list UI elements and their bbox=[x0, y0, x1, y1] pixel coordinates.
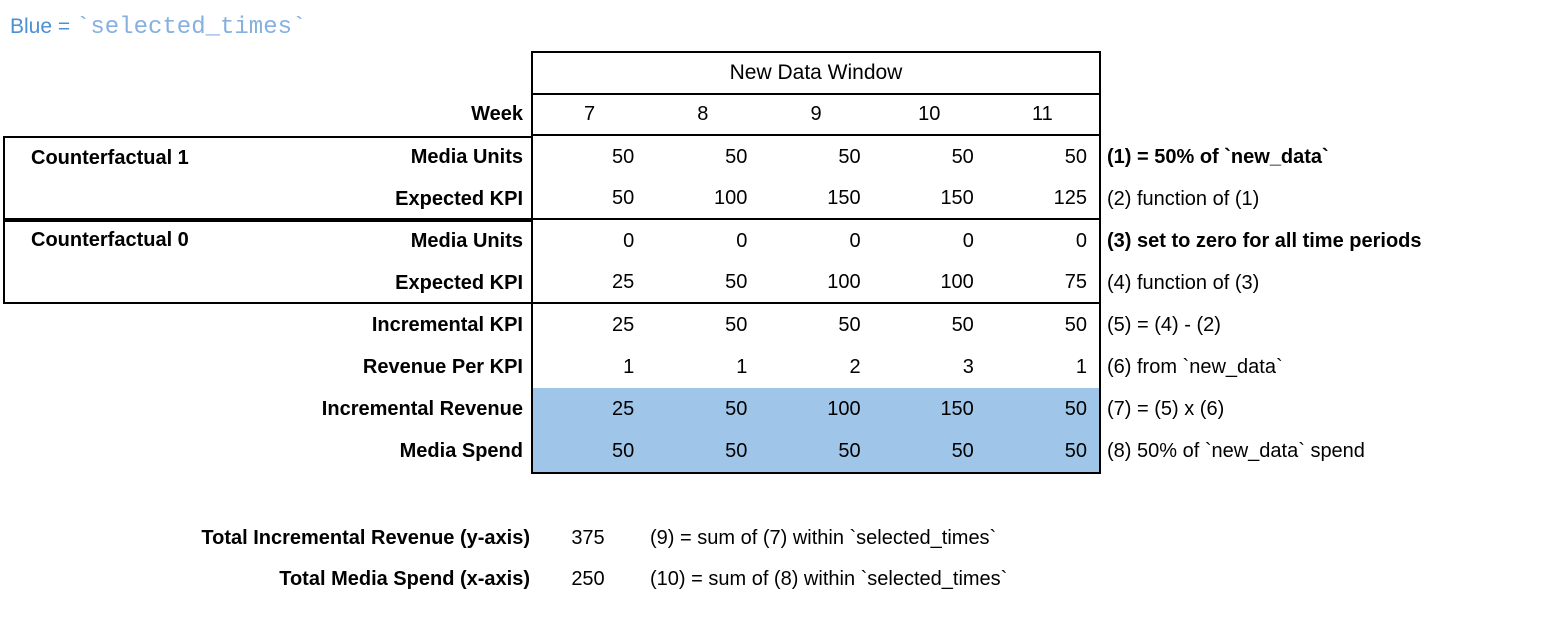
total-note: (9) = sum of (7) within `selected_times` bbox=[650, 527, 997, 549]
row-label-media-units-cf1: Media Units bbox=[410, 145, 523, 168]
week-value: 7 bbox=[584, 103, 596, 125]
total-label: Total Media Spend (x-axis) bbox=[279, 568, 530, 590]
data-cell: 50 bbox=[611, 186, 635, 209]
data-cell: 50 bbox=[1064, 145, 1088, 168]
data-cell: 50 bbox=[838, 145, 861, 168]
data-rows: 50 50 50 50 50 50 100 150 150 125 0 0 0 … bbox=[533, 136, 1099, 472]
data-cell: 0 bbox=[849, 229, 861, 252]
week-row-label: Week bbox=[471, 103, 523, 125]
total-note: (10) = sum of (8) within `selected_times… bbox=[650, 568, 1008, 590]
data-cell: 0 bbox=[736, 229, 748, 252]
data-cell: 125 bbox=[1053, 186, 1088, 209]
data-cell: 75 bbox=[1064, 270, 1088, 293]
table-row-media-units-cf0: 0 0 0 0 0 bbox=[533, 220, 1099, 262]
row-label-expected-kpi-cf1: Expected KPI bbox=[395, 187, 523, 210]
data-cell: 50 bbox=[611, 439, 635, 462]
highlight-legend: Blue = `selected_times` bbox=[10, 14, 306, 41]
data-cell: 0 bbox=[623, 229, 635, 252]
row-label-incremental-kpi: Incremental KPI bbox=[371, 313, 523, 336]
data-cell: 50 bbox=[1064, 439, 1088, 462]
row-label-incremental-revenue: Incremental Revenue bbox=[321, 397, 523, 420]
total-value: 375 bbox=[571, 527, 605, 549]
data-cell: 1 bbox=[1075, 355, 1088, 378]
row-note-8: (8) 50% of `new_data` spend bbox=[1107, 439, 1365, 462]
week-value: 8 bbox=[697, 103, 709, 125]
data-cell: 50 bbox=[951, 145, 974, 168]
table-row-expected-kpi-cf0: 25 50 100 100 75 bbox=[533, 262, 1099, 304]
data-cell: 50 bbox=[725, 145, 748, 168]
data-cell: 50 bbox=[951, 313, 974, 336]
week-value: 11 bbox=[1032, 103, 1053, 125]
table-row-revenue-per-kpi: 1 1 2 3 1 bbox=[533, 346, 1099, 388]
data-cell: 100 bbox=[827, 270, 861, 293]
group-box-counterfactual-0: Counterfactual 0 bbox=[3, 218, 531, 304]
data-cell: 100 bbox=[714, 186, 748, 209]
row-note-3: (3) set to zero for all time periods bbox=[1107, 229, 1422, 252]
data-cell: 25 bbox=[611, 397, 635, 420]
data-cell: 50 bbox=[951, 439, 974, 462]
row-label-expected-kpi-cf0: Expected KPI bbox=[395, 271, 523, 294]
data-cell: 3 bbox=[962, 355, 974, 378]
total-incremental-revenue-row: Total Incremental Revenue (y-axis) 375 (… bbox=[0, 518, 1544, 559]
data-cell: 1 bbox=[736, 355, 748, 378]
legend-label: Blue = bbox=[10, 15, 76, 38]
data-cell: 50 bbox=[725, 439, 748, 462]
group-label: Counterfactual 1 bbox=[31, 147, 189, 169]
row-label-column: Media Units Expected KPI Media Units Exp… bbox=[0, 136, 523, 472]
data-cell: 25 bbox=[611, 270, 635, 293]
table-row-media-spend-highlighted: 50 50 50 50 50 bbox=[533, 430, 1099, 472]
legend-code: `selected_times` bbox=[75, 14, 307, 41]
group-box-counterfactual-1: Counterfactual 1 bbox=[3, 136, 531, 222]
annotation-column: (1) = 50% of `new_data` (2) function of … bbox=[1107, 136, 1422, 472]
data-cell: 1 bbox=[623, 355, 635, 378]
new-data-window-header: New Data Window bbox=[533, 53, 1099, 95]
data-cell: 0 bbox=[1075, 229, 1088, 252]
data-cell: 50 bbox=[611, 145, 635, 168]
data-cell: 50 bbox=[725, 313, 748, 336]
data-cell: 100 bbox=[940, 270, 974, 293]
data-cell: 150 bbox=[827, 186, 861, 209]
data-cell: 50 bbox=[1064, 397, 1088, 420]
data-cell: 50 bbox=[838, 313, 861, 336]
row-note-5: (5) = (4) - (2) bbox=[1107, 313, 1221, 336]
data-cell: 0 bbox=[962, 229, 974, 252]
row-label-media-spend: Media Spend bbox=[399, 439, 523, 462]
data-cell: 50 bbox=[838, 439, 861, 462]
row-note-2: (2) function of (1) bbox=[1107, 187, 1260, 210]
table-row-media-units-cf1: 50 50 50 50 50 bbox=[533, 136, 1099, 178]
data-cell: 100 bbox=[827, 397, 861, 420]
data-cell: 25 bbox=[611, 313, 635, 336]
data-cell: 150 bbox=[940, 186, 974, 209]
data-cell: 150 bbox=[940, 397, 974, 420]
data-cell: 50 bbox=[725, 270, 748, 293]
table-row-expected-kpi-cf1: 50 100 150 150 125 bbox=[533, 178, 1099, 220]
row-note-4: (4) function of (3) bbox=[1107, 271, 1260, 294]
week-value: 10 bbox=[918, 103, 941, 125]
total-label: Total Incremental Revenue (y-axis) bbox=[201, 527, 530, 549]
row-note-1: (1) = 50% of `new_data` bbox=[1107, 145, 1329, 168]
data-table: New Data Window 7 8 9 10 11 50 50 50 50 … bbox=[531, 51, 1101, 474]
table-row-incremental-kpi: 25 50 50 50 50 bbox=[533, 304, 1099, 346]
total-value: 250 bbox=[571, 568, 605, 590]
data-cell: 50 bbox=[725, 397, 748, 420]
row-note-7: (7) = (5) x (6) bbox=[1107, 397, 1225, 420]
week-value: 9 bbox=[810, 103, 822, 125]
row-label-revenue-per-kpi: Revenue Per KPI bbox=[362, 355, 523, 378]
total-media-spend-row: Total Media Spend (x-axis) 250 (10) = su… bbox=[0, 559, 1544, 600]
row-label-media-units-cf0: Media Units bbox=[410, 229, 523, 252]
table-row-incremental-revenue-highlighted: 25 50 100 150 50 bbox=[533, 388, 1099, 430]
row-note-6: (6) from `new_data` bbox=[1107, 355, 1283, 378]
group-label: Counterfactual 0 bbox=[31, 229, 189, 251]
data-cell: 2 bbox=[849, 355, 861, 378]
data-cell: 50 bbox=[1064, 313, 1088, 336]
week-header-row: 7 8 9 10 11 bbox=[533, 95, 1099, 136]
